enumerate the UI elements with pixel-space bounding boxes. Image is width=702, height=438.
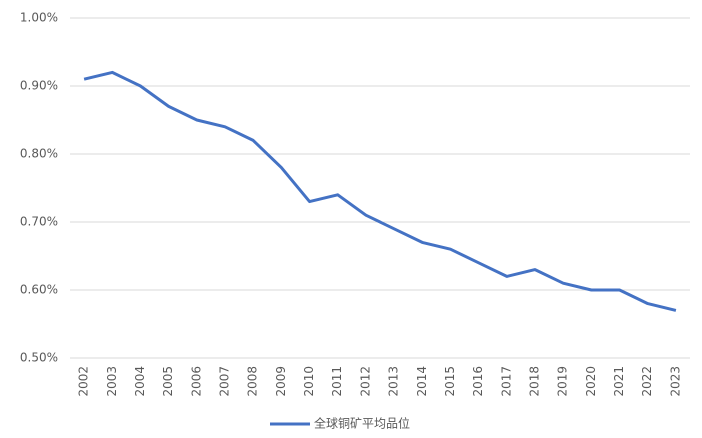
data-line — [83, 70, 677, 312]
x-tick-label: 2007 — [218, 366, 232, 397]
x-tick-label: 2005 — [161, 366, 175, 397]
x-tick-label: 2019 — [556, 366, 570, 397]
x-tick-label: 2020 — [584, 366, 598, 397]
y-tick-label: 1.00% — [20, 11, 58, 25]
x-tick-label: 2009 — [274, 366, 288, 397]
x-tick-label: 2006 — [189, 366, 203, 397]
x-tick-label: 2016 — [471, 366, 485, 397]
x-tick-label: 2003 — [105, 366, 119, 397]
x-tick-label: 2008 — [246, 366, 260, 397]
legend-label: 全球铜矿平均品位 — [314, 416, 410, 431]
x-tick-label: 2004 — [133, 366, 147, 397]
x-tick-label: 2011 — [330, 366, 344, 397]
y-tick-label: 0.50% — [20, 351, 58, 365]
x-tick-label: 2015 — [443, 366, 457, 397]
x-tick-label: 2013 — [387, 366, 401, 397]
x-tick-label: 2012 — [358, 366, 372, 397]
y-tick-label: 0.70% — [20, 215, 58, 229]
x-tick-label: 2021 — [612, 366, 626, 397]
y-tick-label: 0.60% — [20, 283, 58, 297]
y-tick-label: 0.80% — [20, 147, 58, 161]
x-tick-label: 2018 — [528, 366, 542, 397]
x-tick-label: 2023 — [668, 366, 682, 397]
x-tick-label: 2014 — [415, 366, 429, 397]
x-tick-label: 2017 — [499, 366, 513, 397]
x-tick-label: 2002 — [77, 366, 91, 397]
x-tick-label: 2010 — [302, 366, 316, 397]
x-tick-label: 2022 — [640, 366, 654, 397]
y-tick-label: 0.90% — [20, 79, 58, 93]
